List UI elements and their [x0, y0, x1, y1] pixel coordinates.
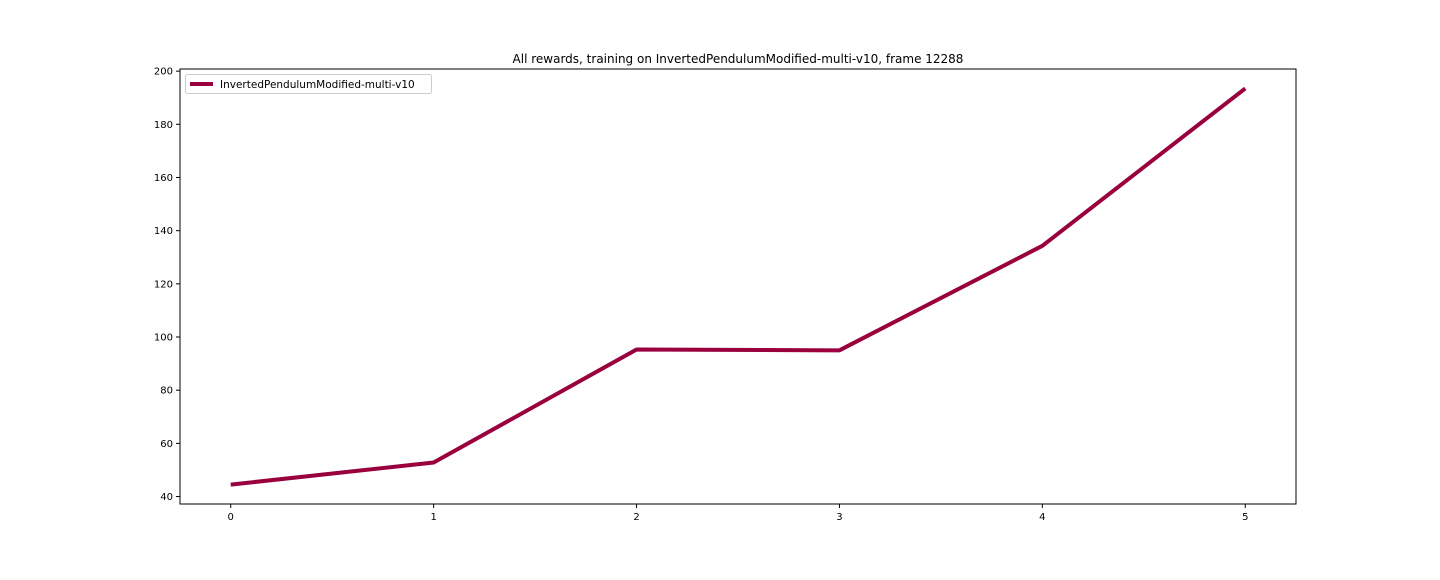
y-tick-label: 180	[154, 120, 173, 131]
y-tick-label: 100	[154, 333, 173, 344]
legend-box	[185, 74, 432, 94]
x-tick-label: 1	[430, 512, 436, 523]
y-tick-label: 160	[154, 173, 173, 184]
x-axis: 0 1 2 3 4 5	[228, 504, 1248, 523]
y-tick-label: 60	[160, 439, 173, 450]
x-tick-label: 2	[633, 512, 639, 523]
y-tick-label: 120	[154, 279, 173, 290]
series-layer	[230, 86, 1247, 487]
x-tick-label: 0	[228, 512, 234, 523]
y-tick-label: 140	[154, 226, 173, 237]
y-tick-label: 80	[160, 386, 173, 397]
x-tick-label: 5	[1242, 512, 1248, 523]
y-tick-label: 40	[160, 492, 173, 503]
y-tick-label: 200	[154, 67, 173, 78]
y-axis: 40 60 80 100 120 140 160 180 200	[154, 67, 180, 503]
legend: InvertedPendulumModified-multi-v10	[185, 74, 432, 94]
x-tick-label: 3	[836, 512, 842, 523]
plot-area	[179, 68, 1297, 505]
x-tick-label: 4	[1039, 512, 1045, 523]
legend-label: InvertedPendulumModified-multi-v10	[220, 79, 415, 91]
series-line	[230, 86, 1247, 487]
chart-title: All rewards, training on InvertedPendulu…	[513, 52, 964, 66]
